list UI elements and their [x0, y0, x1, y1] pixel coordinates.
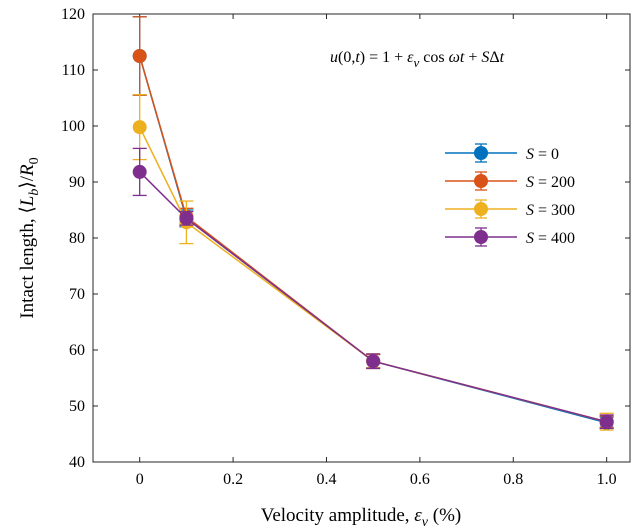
y-tick-label: 80	[69, 230, 85, 247]
y-axis-label: Intact length, ⟨Lb⟩/R0	[17, 157, 42, 318]
y-tick-label: 110	[62, 62, 85, 79]
equation-annotation: u(0,t) = 1 + εv cos ωt + SΔt	[330, 49, 505, 70]
y-tick-label: 40	[69, 454, 85, 471]
data-point	[132, 49, 147, 63]
x-tick-label: 0	[136, 471, 144, 488]
y-tick-label: 70	[69, 286, 85, 303]
x-tick-label: 0.4	[316, 471, 336, 488]
legend-label: S = 400	[526, 230, 575, 247]
y-tick-label: 60	[69, 342, 85, 359]
y-tick-label: 90	[69, 174, 85, 191]
legend-item: S = 400	[445, 227, 575, 247]
series-layer	[132, 16, 614, 431]
legend: S = 0 S = 200 S = 300 S = 400	[445, 143, 575, 247]
x-tick-label: 0.2	[223, 471, 243, 488]
series-400	[132, 147, 614, 430]
legend-marker	[474, 230, 488, 244]
y-tick-label: 50	[69, 398, 85, 415]
legend-label: S = 300	[526, 202, 575, 219]
legend-marker	[474, 146, 488, 160]
data-point	[179, 211, 194, 226]
legend-item: S = 200	[445, 171, 575, 191]
data-point	[132, 120, 147, 135]
legend-marker	[474, 174, 488, 188]
legend-label: S = 200	[526, 174, 575, 191]
legend-label: S = 0	[526, 146, 559, 163]
data-point	[132, 164, 147, 179]
legend-item: S = 0	[445, 143, 559, 163]
y-tick-label: 120	[61, 6, 85, 23]
series-line	[139, 171, 607, 423]
x-axis-label: Velocity amplitude, εv (%)	[261, 505, 462, 530]
data-point	[599, 414, 614, 429]
data-point	[366, 354, 381, 369]
axis-ticks: 0 0.2 0.4 0.6 0.8 1.0 40 50 60 70 80 90 100 110 120	[61, 6, 630, 488]
legend-marker	[474, 202, 488, 216]
x-tick-label: 0.6	[410, 471, 430, 488]
x-tick-label: 1.0	[597, 471, 617, 488]
y-tick-label: 100	[61, 118, 85, 135]
plot-area	[92, 13, 631, 463]
x-tick-label: 0.8	[503, 471, 523, 488]
legend-item: S = 300	[445, 199, 575, 219]
